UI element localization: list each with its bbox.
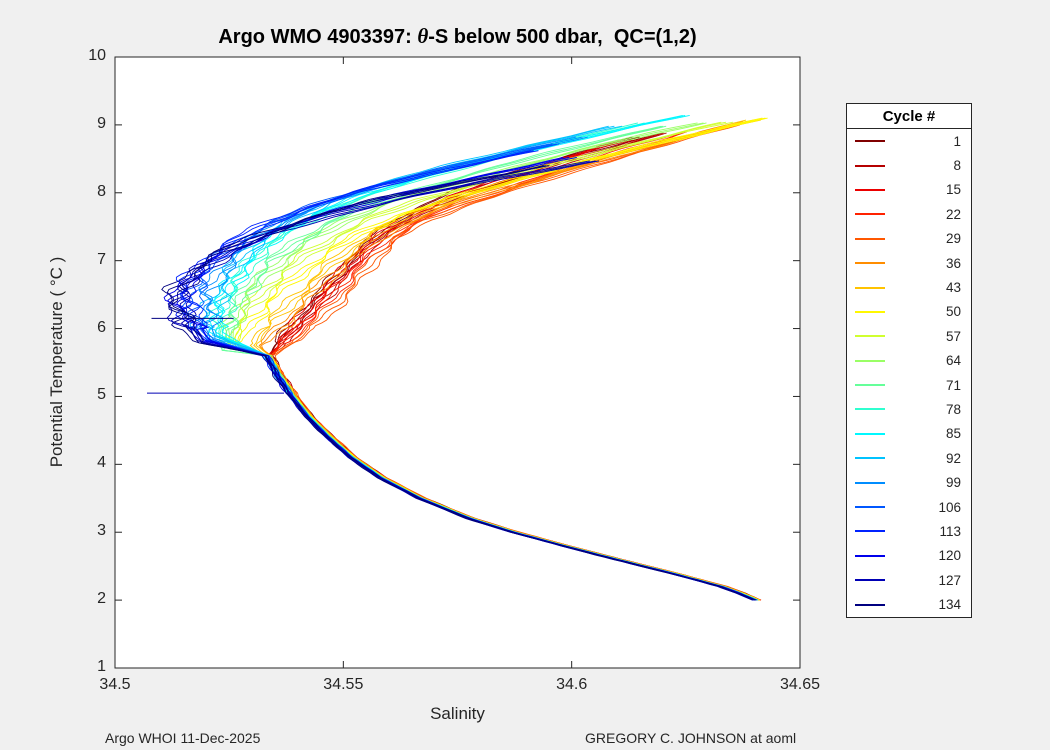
y-tick-label: 10: [88, 47, 106, 64]
x-tick-label: 34.5: [99, 676, 131, 693]
legend-line-sample: [855, 481, 885, 484]
y-tick-label: 3: [97, 522, 106, 540]
legend-line-sample: [855, 164, 885, 167]
legend-line-sample: [855, 579, 885, 582]
y-tick-label: 8: [97, 182, 106, 200]
legend-entry: 99: [847, 470, 971, 494]
chart-title-suffix: -S below 500 dbar, QC=(1,2): [428, 26, 697, 48]
y-tick-label: 2: [97, 590, 106, 608]
legend-entry-label: 8: [953, 158, 961, 174]
legend-entry-label: 78: [945, 401, 961, 417]
legend-entry: 113: [847, 519, 971, 543]
legend-entry-label: 43: [945, 280, 961, 296]
legend-entry-label: 127: [938, 572, 961, 588]
legend-line-sample: [855, 506, 885, 509]
chart-title: Argo WMO 4903397: θ-S below 500 dbar, QC…: [115, 24, 800, 49]
axes-box: [114, 56, 801, 669]
legend-entry: 64: [847, 349, 971, 373]
legend-line-sample: [855, 188, 885, 191]
legend-entry-label: 57: [945, 328, 961, 344]
legend-entry-label: 99: [945, 475, 961, 491]
legend-entry: 1: [847, 129, 971, 153]
chart-title-prefix: Argo WMO 4903397:: [218, 26, 418, 48]
legend-line-sample: [855, 213, 885, 216]
legend-entry: 29: [847, 227, 971, 251]
legend-entry-label: 64: [945, 353, 961, 369]
legend-line-sample: [855, 408, 885, 411]
legend-line-sample: [855, 237, 885, 240]
legend-line-sample: [855, 432, 885, 435]
profile-line-cycle-134: [168, 165, 757, 601]
y-tick-label: 5: [97, 386, 106, 404]
legend-entry: 134: [847, 592, 971, 616]
legend-line-sample: [855, 384, 885, 387]
legend-line-sample: [855, 359, 885, 362]
legend-entry: 15: [847, 178, 971, 202]
x-tick-label: 34.6: [556, 676, 588, 693]
legend-rows: 1 8 15 22 29 36 43 50 57 64 71 78 85 92 99 106 113 120 127…: [847, 129, 971, 617]
legend-entry-label: 106: [938, 499, 961, 515]
legend-entry: 78: [847, 397, 971, 421]
legend-entry: 106: [847, 495, 971, 519]
legend-entry: 92: [847, 446, 971, 470]
y-tick-label: 1: [97, 658, 106, 675]
legend-entry-label: 15: [945, 182, 961, 198]
legend: Cycle # 1 8 15 22 29 36 43 50 57 64 71 78 85 92 99 106 1…: [846, 103, 972, 618]
x-axis-label: Salinity: [430, 704, 485, 723]
y-tick-label: 7: [97, 250, 106, 268]
legend-entry-label: 1: [953, 133, 961, 149]
legend-entry-label: 120: [938, 548, 961, 564]
profile-lines: [147, 114, 768, 601]
legend-entry-label: 71: [945, 377, 961, 393]
legend-entry-label: 29: [945, 231, 961, 247]
footer-credit-right: GREGORY C. JOHNSON at aoml: [585, 730, 797, 746]
legend-entry: 127: [847, 568, 971, 592]
legend-entry: 71: [847, 373, 971, 397]
legend-line-sample: [855, 310, 885, 313]
legend-entry: 85: [847, 422, 971, 446]
legend-title: Cycle #: [847, 104, 971, 129]
legend-line-sample: [855, 286, 885, 289]
legend-entry-label: 113: [939, 523, 961, 539]
legend-entry-label: 134: [938, 597, 961, 613]
footer-credit-left: Argo WHOI 11-Dec-2025: [105, 730, 261, 746]
legend-entry: 8: [847, 153, 971, 177]
legend-entry-label: 85: [945, 426, 961, 442]
plot-box-background: [115, 57, 800, 668]
profile-line-cycle-134: [161, 165, 753, 601]
legend-entry: 50: [847, 300, 971, 324]
legend-line-sample: [855, 140, 885, 143]
legend-line-sample: [855, 457, 885, 460]
legend-entry-label: 92: [945, 450, 961, 466]
legend-line-sample: [855, 554, 885, 557]
legend-line-sample: [855, 603, 885, 606]
legend-entry-label: 22: [945, 206, 961, 222]
y-tick-label: 4: [97, 454, 106, 472]
y-tick-label: 6: [97, 318, 106, 336]
y-tick-label: 9: [97, 114, 106, 132]
legend-line-sample: [855, 530, 885, 533]
legend-entry: 36: [847, 251, 971, 275]
legend-entry: 22: [847, 202, 971, 226]
theta-symbol: θ: [417, 24, 429, 48]
legend-entry-label: 36: [945, 255, 961, 271]
legend-entry: 57: [847, 324, 971, 348]
legend-line-sample: [855, 335, 885, 338]
legend-line-sample: [855, 262, 885, 265]
x-tick-label: 34.65: [779, 676, 821, 693]
legend-entry-label: 50: [945, 304, 961, 320]
legend-entry: 120: [847, 544, 971, 568]
legend-entry: 43: [847, 275, 971, 299]
x-tick-label: 34.55: [323, 676, 364, 693]
